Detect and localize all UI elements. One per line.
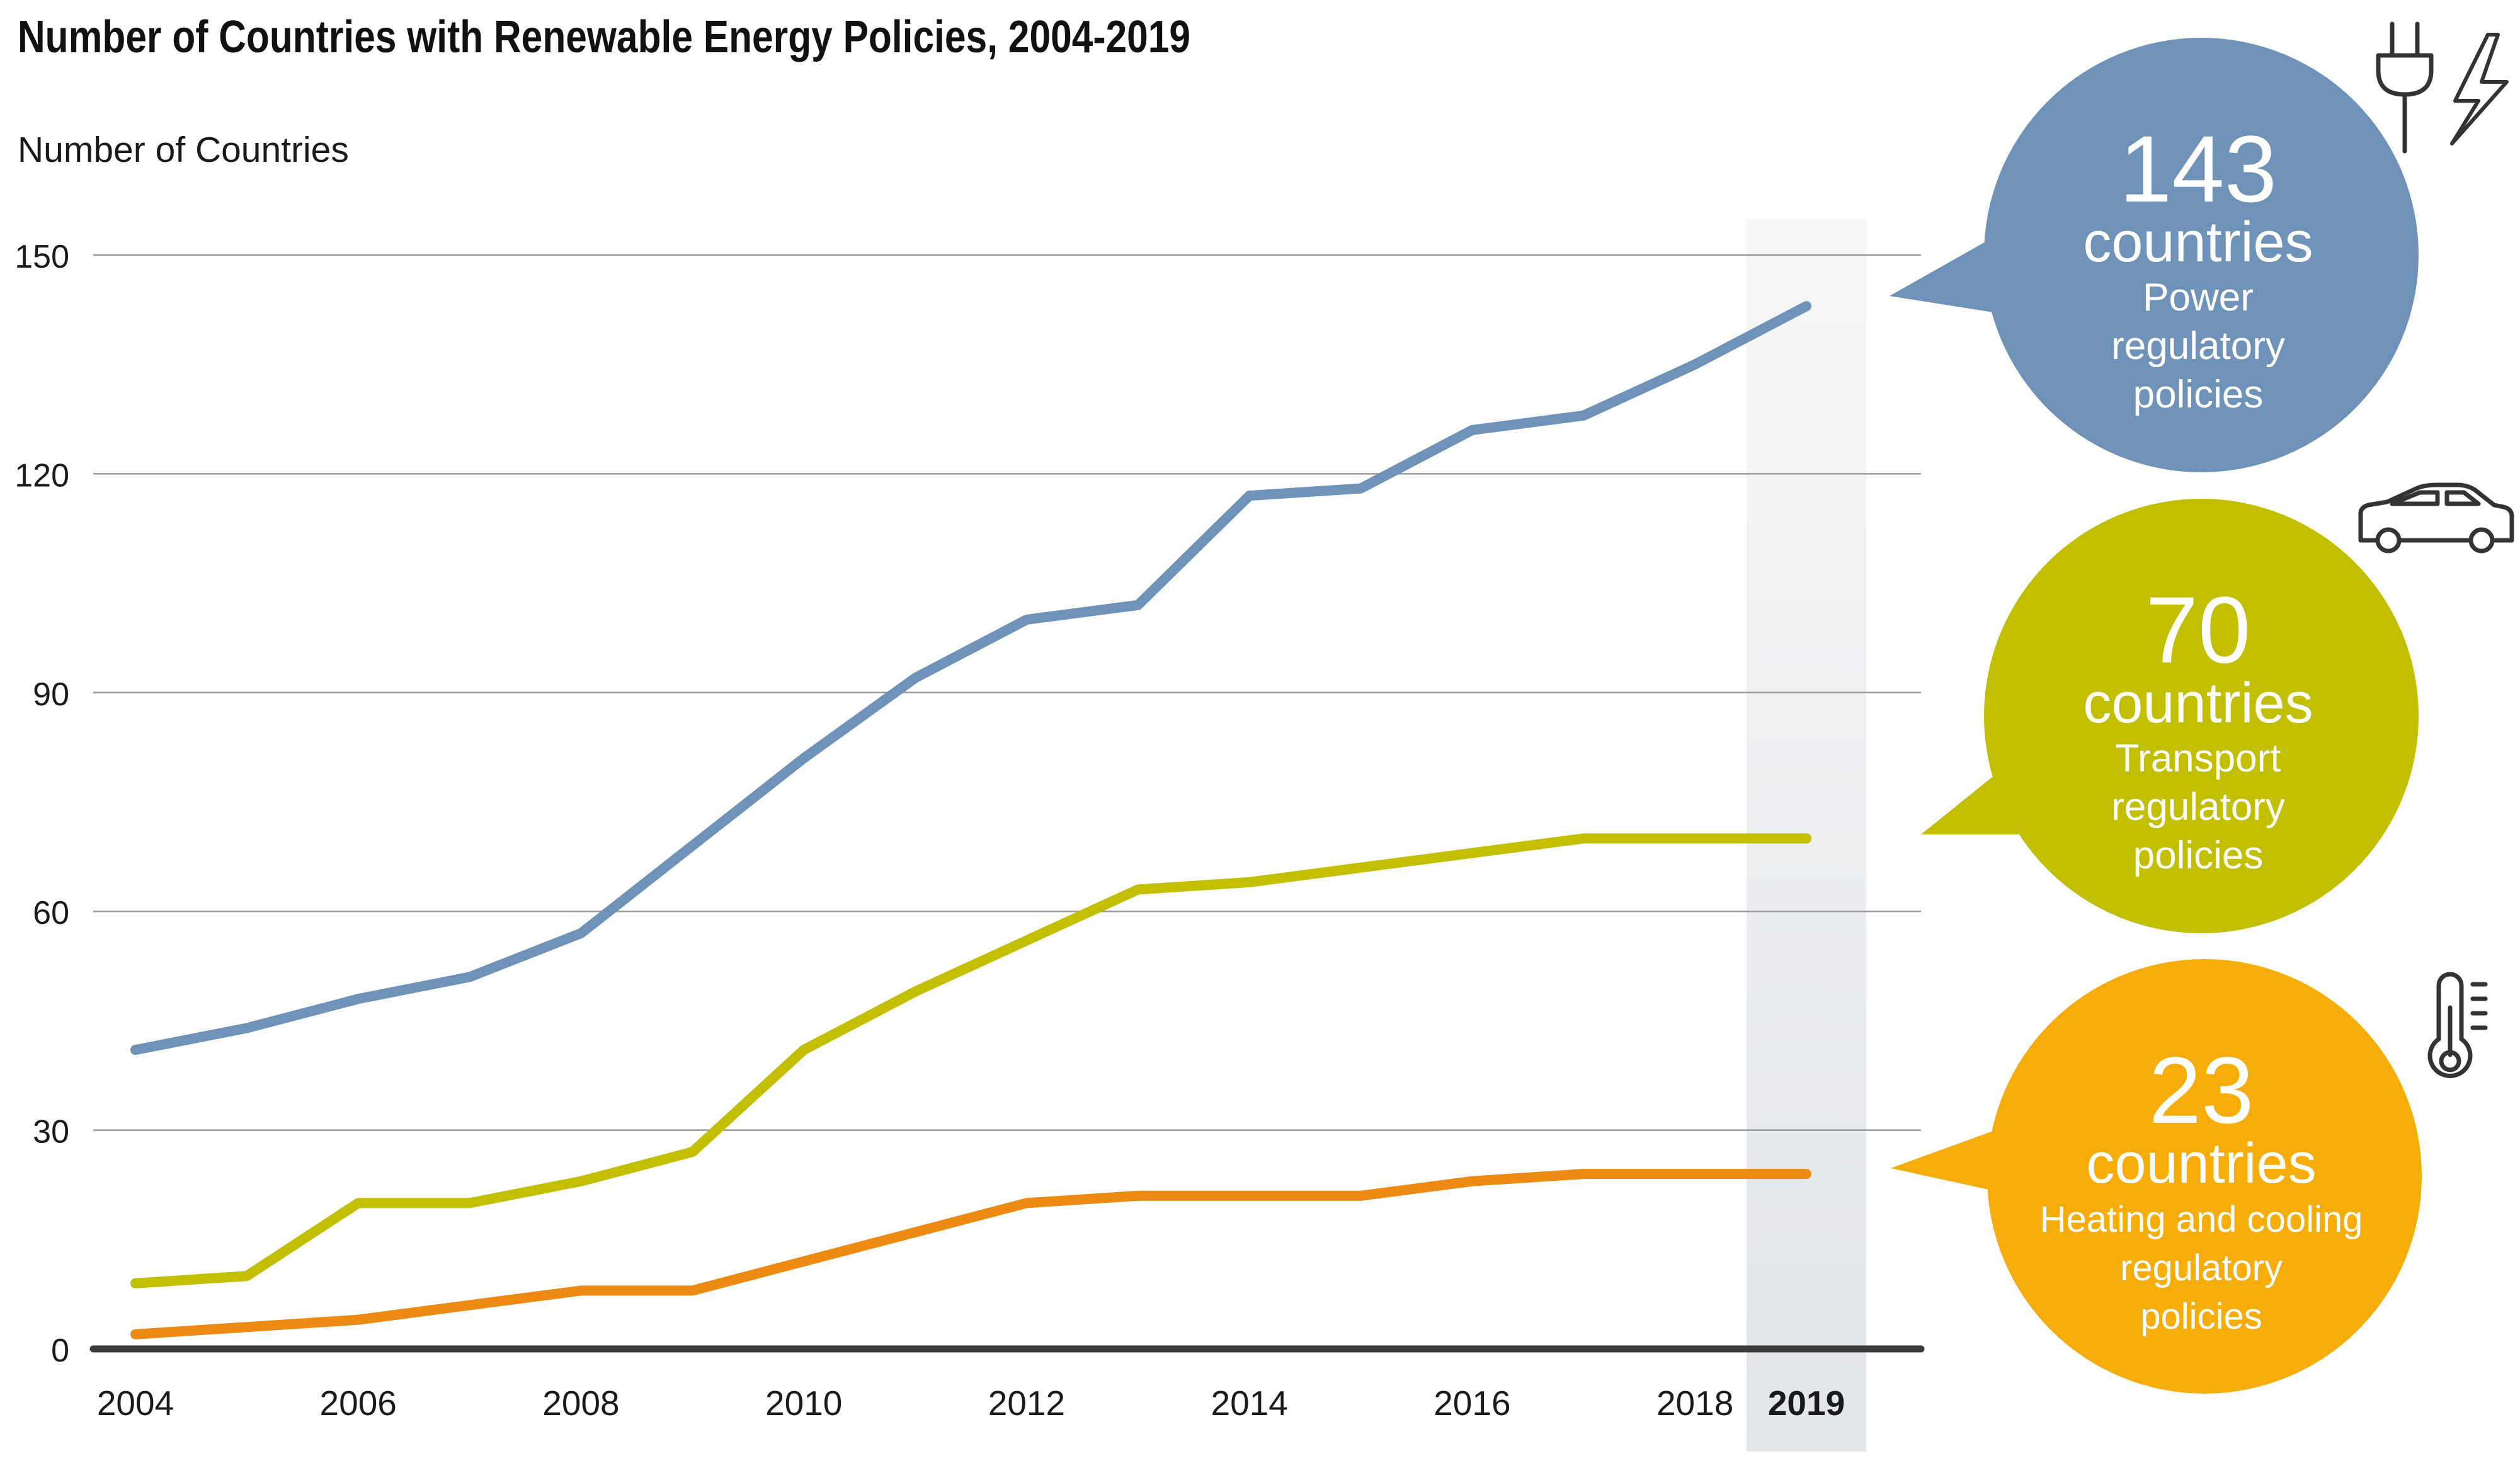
callout-unit: countries: [2083, 211, 2313, 274]
y-tick-label: 90: [33, 676, 69, 713]
series-line-heating: [130, 1169, 1811, 1339]
callout-label-line: regulatory: [2111, 324, 2285, 368]
y-tick-label: 120: [14, 457, 69, 494]
x-tick-label: 2018: [1656, 1384, 1733, 1423]
callout-label-line: Power: [2143, 276, 2254, 319]
callout-unit: countries: [2086, 1132, 2316, 1195]
callout-label-line: regulatory: [2120, 1248, 2283, 1288]
callout-label-line: policies: [2140, 1296, 2262, 1337]
x-tick-label: 2019: [1768, 1384, 1845, 1423]
callout-circle: [1984, 499, 2419, 933]
callout-number: 70: [2146, 577, 2251, 683]
car-icon: [2358, 482, 2514, 554]
callout-unit: countries: [2083, 672, 2313, 735]
power-plug-lightning-icon: [2376, 21, 2509, 154]
y-tick-label: 60: [33, 895, 69, 931]
x-tick-label: 2014: [1211, 1384, 1287, 1423]
y-tick-label: 150: [14, 239, 69, 275]
x-tick-label: 2006: [320, 1384, 397, 1423]
x-tick-label: 2004: [97, 1384, 174, 1423]
callout-label-line: policies: [2133, 373, 2264, 416]
series-line-transport: [130, 833, 1811, 1288]
chart-title: Number of Countries with Renewable Energ…: [18, 12, 1191, 62]
x-tick-label: 2012: [988, 1384, 1065, 1423]
callout-label-line: Transport: [2115, 737, 2281, 780]
callout-label-line: regulatory: [2111, 785, 2285, 829]
series-line-power: [130, 301, 1811, 1055]
y-tick-label: 0: [51, 1333, 69, 1369]
callout-number: 23: [2149, 1037, 2254, 1143]
callout-circle: [1984, 38, 2419, 472]
y-tick-label: 30: [33, 1114, 69, 1151]
callout-label-line: Heating and cooling: [2040, 1199, 2363, 1240]
thermometer-icon: [2427, 972, 2488, 1078]
callout-circle: [1987, 959, 2422, 1394]
x-tick-label: 2016: [1434, 1384, 1510, 1423]
callout-number: 143: [2119, 116, 2277, 222]
x-tick-label: 2010: [765, 1384, 842, 1423]
x-tick-label: 2008: [542, 1384, 619, 1423]
callout-label-line: policies: [2133, 834, 2264, 877]
y-axis-label: Number of Countries: [18, 130, 349, 170]
